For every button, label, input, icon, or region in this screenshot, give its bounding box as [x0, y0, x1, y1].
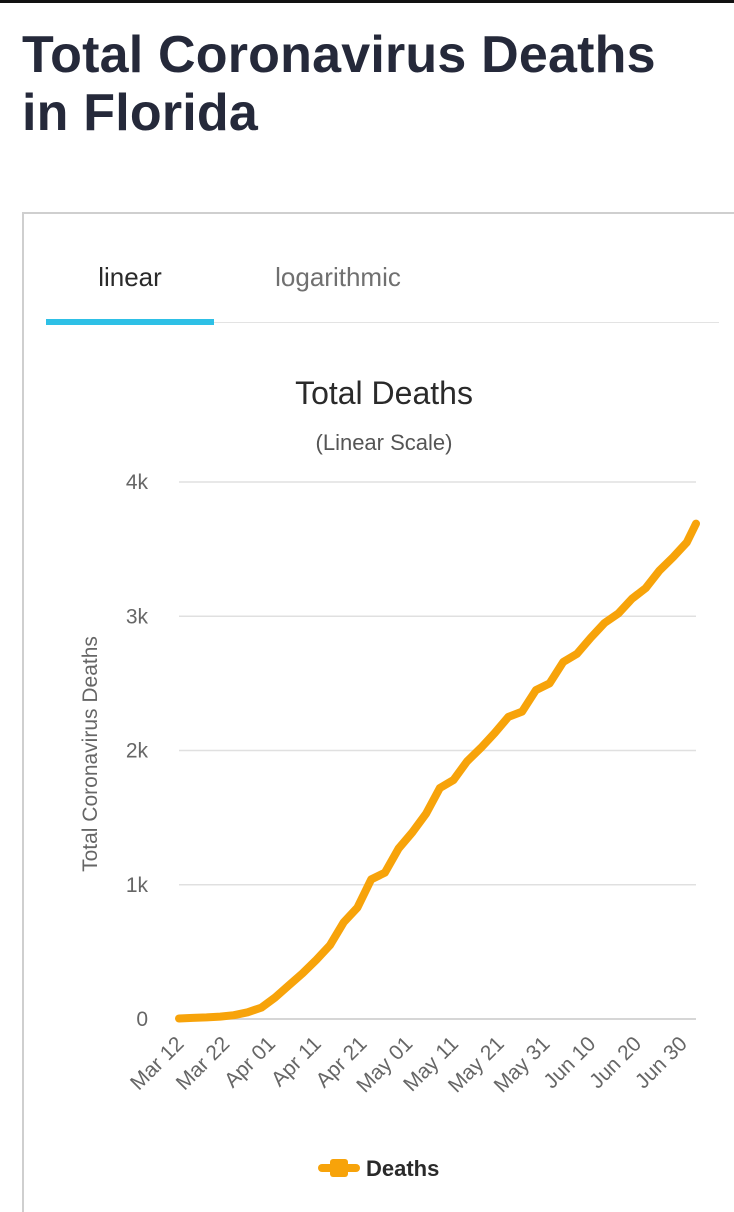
data-point[interactable]	[602, 621, 607, 625]
y-tick-label: 0	[136, 1008, 148, 1031]
y-tick-label: 4k	[126, 471, 149, 494]
y-tick-label: 1k	[126, 874, 149, 897]
y-tick-label: 2k	[126, 740, 149, 763]
tab-linear[interactable]: linear	[98, 262, 162, 292]
data-point[interactable]	[328, 943, 332, 948]
data-point[interactable]	[479, 745, 483, 750]
data-point[interactable]	[259, 1005, 264, 1010]
x-tick-label: Jun 30	[631, 1032, 692, 1093]
page-title: Total Coronavirus Deaths in Florida	[22, 26, 656, 142]
data-point[interactable]	[575, 651, 579, 656]
deaths-chart: Total Deaths (Linear Scale) 0 1k 2k 3k 4k Ma…	[79, 375, 700, 1181]
legend-label-deaths: Deaths	[366, 1156, 439, 1181]
data-point[interactable]	[341, 920, 346, 925]
legend[interactable]: Deaths	[318, 1156, 439, 1181]
data-point[interactable]	[177, 1016, 181, 1021]
data-point[interactable]	[657, 568, 662, 573]
data-point[interactable]	[204, 1015, 209, 1020]
series-layer	[175, 519, 700, 1023]
data-point[interactable]	[355, 905, 360, 910]
data-point[interactable]	[671, 555, 676, 560]
data-point[interactable]	[300, 971, 305, 976]
data-point[interactable]	[231, 1013, 236, 1018]
chart-title: Total Deaths	[295, 375, 473, 411]
data-point[interactable]	[190, 1015, 195, 1020]
scale-tabs: linear logarithmic	[46, 244, 719, 325]
data-point[interactable]	[273, 995, 278, 1000]
series-line-deaths[interactable]	[175, 519, 700, 1023]
tab-logarithmic[interactable]: logarithmic	[275, 262, 401, 292]
y-axis-label: Total Coronavirus Deaths	[79, 636, 102, 872]
active-tab-indicator	[46, 319, 214, 325]
data-point[interactable]	[410, 830, 415, 835]
data-point[interactable]	[396, 846, 401, 851]
y-tick-label: 3k	[126, 605, 149, 628]
data-point[interactable]	[314, 957, 319, 962]
data-point[interactable]	[616, 611, 621, 616]
data-point[interactable]	[492, 731, 497, 735]
data-point[interactable]	[629, 596, 634, 601]
chart-subtitle: (Linear Scale)	[316, 430, 453, 455]
legend-marker-deaths	[330, 1159, 348, 1177]
data-point[interactable]	[286, 983, 291, 988]
data-point[interactable]	[694, 521, 698, 526]
chart-card: linear logarithmic Total Deaths (Linear …	[22, 212, 734, 1212]
data-point[interactable]	[520, 709, 525, 714]
data-point[interactable]	[245, 1010, 250, 1015]
data-point[interactable]	[369, 877, 374, 882]
data-point[interactable]	[588, 635, 593, 640]
data-point[interactable]	[437, 786, 442, 791]
y-axis-ticks: 0 1k 2k 3k 4k	[126, 471, 149, 1031]
grid	[179, 481, 696, 1020]
data-point[interactable]	[506, 714, 511, 719]
data-point[interactable]	[465, 759, 470, 764]
data-point[interactable]	[643, 586, 648, 591]
data-point[interactable]	[424, 811, 429, 816]
data-point[interactable]	[561, 659, 566, 664]
data-point[interactable]	[218, 1014, 223, 1019]
top-bar	[0, 0, 734, 3]
data-point[interactable]	[451, 778, 456, 782]
data-point[interactable]	[382, 870, 387, 875]
data-point[interactable]	[533, 688, 538, 693]
x-tick-label: Apr 01	[220, 1032, 280, 1092]
data-point[interactable]	[547, 681, 552, 686]
data-point[interactable]	[684, 540, 689, 545]
